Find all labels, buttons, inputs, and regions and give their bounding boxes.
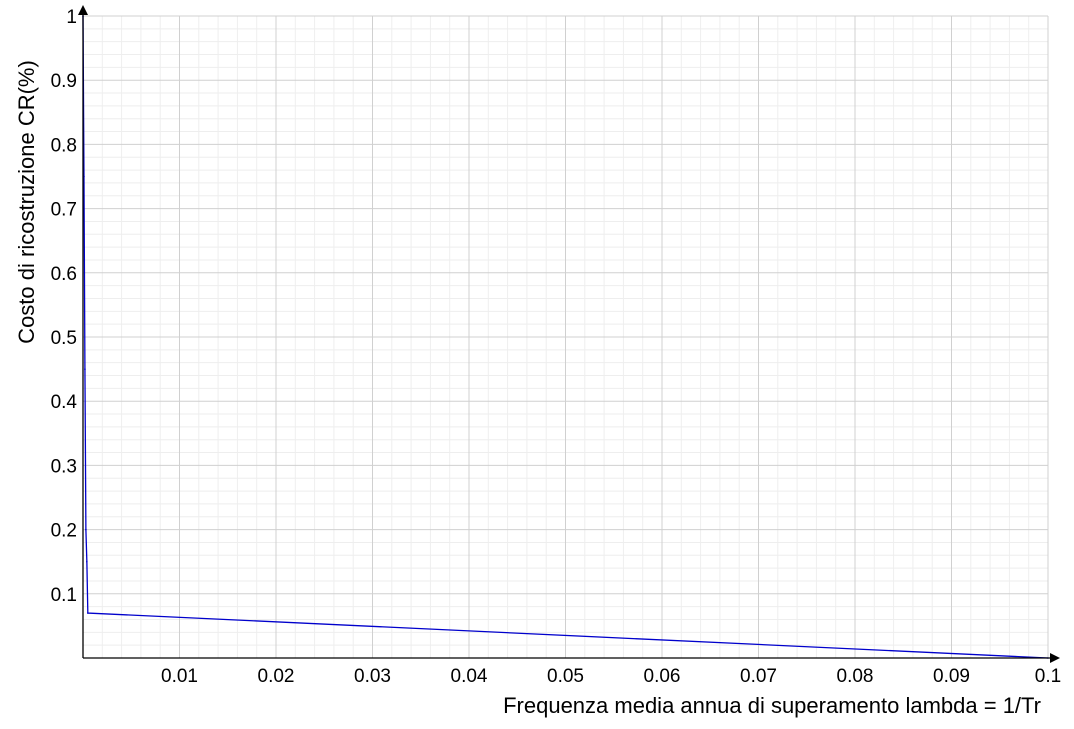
y-tick-label: 0.4 bbox=[51, 392, 78, 413]
major-grid bbox=[83, 15, 1049, 658]
x-tick-label: 0.01 bbox=[161, 666, 198, 687]
axes bbox=[78, 5, 1060, 663]
x-tick-label: 0.07 bbox=[740, 666, 777, 687]
x-tick-label: 0.03 bbox=[354, 666, 391, 687]
x-tick-label: 0.02 bbox=[258, 666, 295, 687]
y-axis-label: Costo di ricostruzione CR(%) bbox=[14, 60, 39, 344]
data-point bbox=[86, 560, 88, 563]
x-tick-label: 0.04 bbox=[451, 666, 488, 687]
y-tick-label: 0.1 bbox=[51, 585, 77, 606]
y-tick-labels: 0.1 0.2 0.3 0.4 0.5 0.6 0.7 0.8 0.9 1 bbox=[51, 7, 78, 606]
data-point bbox=[87, 612, 89, 614]
x-axis-arrow-icon bbox=[1050, 653, 1060, 663]
x-axis-label: Frequenza media annua di superamento lam… bbox=[503, 693, 1041, 718]
y-tick-label: 0.2 bbox=[51, 521, 77, 542]
y-tick-label: 1 bbox=[66, 7, 77, 28]
y-tick-label: 0.6 bbox=[51, 264, 77, 285]
x-tick-label: 0.08 bbox=[837, 666, 874, 687]
y-tick-label: 0.8 bbox=[51, 135, 77, 156]
y-tick-label: 0.5 bbox=[51, 328, 77, 349]
x-tick-label: 0.05 bbox=[547, 666, 584, 687]
x-tick-label: 0.1 bbox=[1035, 666, 1061, 687]
y-axis-arrow-icon bbox=[78, 5, 88, 15]
x-tick-label: 0.09 bbox=[933, 666, 970, 687]
y-tick-label: 0.7 bbox=[51, 200, 77, 221]
data-point bbox=[85, 528, 87, 531]
y-tick-label: 0.9 bbox=[51, 71, 77, 92]
data-point bbox=[84, 368, 86, 370]
x-tick-label: 0.06 bbox=[644, 666, 681, 687]
x-tick-labels: 0.01 0.02 0.03 0.04 0.05 0.06 0.07 0.08 0.09 0.1 bbox=[161, 666, 1061, 687]
y-tick-label: 0.3 bbox=[51, 456, 77, 477]
